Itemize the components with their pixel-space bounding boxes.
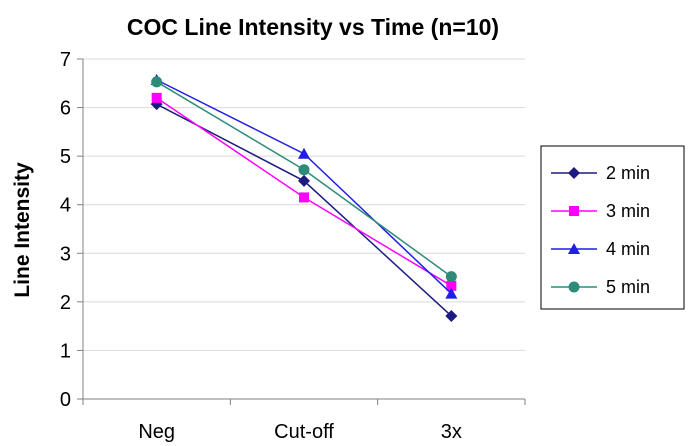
data-point-diamond <box>298 174 310 187</box>
data-point-triangle <box>568 243 580 254</box>
data-point-square <box>299 192 309 203</box>
y-tick-label: 3 <box>60 243 71 265</box>
chart-legend: 2 min 3 min 4 min 5 min <box>540 145 685 310</box>
y-tick-label: 1 <box>60 340 71 362</box>
chart-title: COC Line Intensity vs Time (n=10) <box>127 14 499 40</box>
y-tick-label: 0 <box>60 389 71 411</box>
series-line <box>156 97 452 287</box>
legend-label: 5 min <box>606 277 650 297</box>
data-point-circle <box>445 271 457 283</box>
y-tick-label: 2 <box>60 292 71 314</box>
y-tick-label: 7 <box>60 49 71 71</box>
data-point-diamond <box>568 167 580 179</box>
data-point-square <box>151 92 162 103</box>
y-axis-label: Line Intensity <box>11 162 34 298</box>
y-tick-label: 4 <box>60 195 71 217</box>
y-tick-label: 6 <box>60 98 71 120</box>
data-point-square <box>569 206 579 216</box>
x-tick-label: 3x <box>441 421 462 443</box>
x-tick-label: Cut-off <box>274 421 334 443</box>
legend-label: 3 min <box>606 201 650 221</box>
series-line <box>156 103 452 317</box>
data-point-triangle <box>298 147 310 159</box>
data-point-square <box>446 280 457 291</box>
y-tick-label: 5 <box>60 146 71 168</box>
data-point-triangle <box>445 287 458 299</box>
data-point-circle <box>298 164 310 176</box>
x-tick-label: Neg <box>138 421 175 443</box>
legend-label: 4 min <box>606 239 650 259</box>
chart-series <box>150 73 458 322</box>
chart-axes: 0 1 2 3 4 5 6 7 Neg Cut-off 3x <box>60 49 526 443</box>
data-point-diamond <box>445 309 458 322</box>
data-point-circle <box>568 281 580 293</box>
data-point-circle <box>151 76 163 88</box>
legend-label: 2 min <box>606 163 650 183</box>
